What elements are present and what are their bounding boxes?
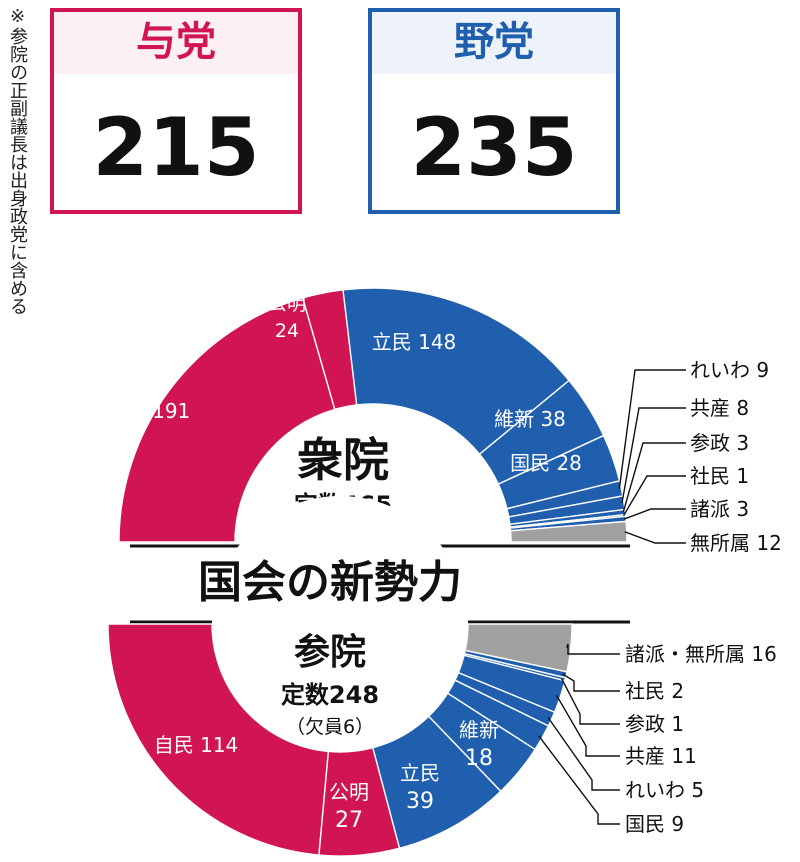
- leader-1-4: [566, 643, 620, 655]
- leader-0-7: [622, 442, 686, 513]
- lbl-0-0: 自民 191: [106, 399, 191, 423]
- lbl2-1-1: 27: [335, 808, 363, 833]
- lbl-0-3: 維新 38: [494, 407, 566, 431]
- lbl2-1-2: 39: [406, 789, 434, 814]
- lbl-1-3: 維新: [459, 718, 499, 742]
- council-center: [212, 496, 468, 752]
- leader-1-8: [547, 716, 620, 791]
- leader-1-6: [560, 677, 620, 725]
- house-title: 衆院: [297, 433, 389, 487]
- lbl-0-10: 無所属 12: [690, 531, 782, 555]
- leader-0-5: [618, 369, 686, 489]
- lbl-1-2: 立民: [400, 761, 440, 785]
- lbl-0-6: 共産 8: [690, 396, 749, 420]
- leader-0-9: [623, 508, 686, 520]
- lbl-1-4: 諸派・無所属 16: [625, 642, 777, 666]
- lbl-0-1: 公明: [268, 293, 306, 315]
- lbl-1-7: 共産 11: [625, 744, 697, 768]
- leader-1-7: [555, 694, 620, 757]
- main-title: 国会の新勢力: [198, 557, 462, 608]
- lbl-1-6: 参政 1: [625, 712, 684, 736]
- council-title: 参院: [294, 632, 366, 673]
- lbl-1-9: 国民 9: [625, 812, 684, 836]
- council-subtitle: 定数248: [281, 681, 379, 709]
- lbl-0-2: 立民 148: [372, 330, 457, 354]
- lbl2-1-3: 18: [465, 746, 493, 771]
- council-subtitle2: （欠員6）: [286, 716, 374, 738]
- lbl2-0-1: 24: [275, 320, 299, 342]
- ruling-party-box: 与党 215: [50, 8, 302, 214]
- lbl-0-9: 諸派 3: [690, 497, 749, 521]
- ruling-label: 与党: [136, 19, 216, 65]
- opposition-label: 野党: [454, 19, 534, 65]
- leader-0-10: [624, 531, 686, 544]
- ruling-count: 215: [92, 101, 260, 194]
- lbl-1-1: 公明: [329, 780, 369, 804]
- lbl-0-5: れいわ 9: [690, 358, 769, 382]
- leader-1-5: [562, 673, 620, 692]
- leader-1-9: [538, 735, 620, 825]
- lbl-0-8: 社民 1: [690, 464, 749, 488]
- footnote: ※参院の正副議長は出身政党に含める: [7, 6, 28, 315]
- leader-0-8: [623, 475, 686, 517]
- leader-0-6: [621, 407, 686, 504]
- opposition-count: 235: [410, 101, 578, 194]
- lbl-1-5: 社民 2: [625, 679, 684, 703]
- opposition-party-box: 野党 235: [368, 8, 620, 214]
- lbl-0-7: 参政 3: [690, 431, 749, 455]
- lbl-1-0: 自民 114: [154, 733, 239, 757]
- lbl-1-8: れいわ 5: [625, 778, 704, 802]
- lbl-0-4: 国民 28: [510, 451, 582, 475]
